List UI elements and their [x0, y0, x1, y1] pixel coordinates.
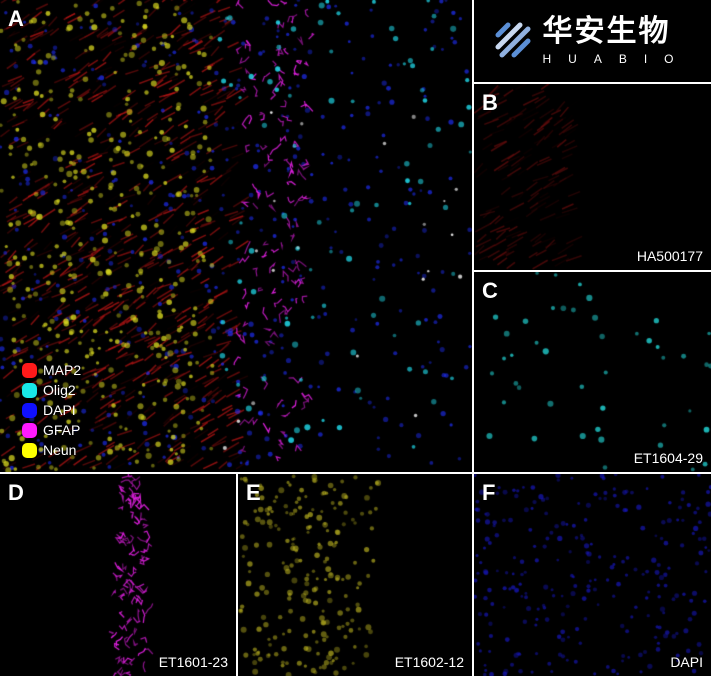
olig2-image: [474, 272, 711, 472]
swatch-icon: [22, 362, 37, 378]
huabio-logo: 华安生物 HUABIO: [474, 0, 711, 82]
panel-letter: F: [482, 480, 496, 505]
panel-a-merged-image: A MAP2 Olig2 DAPI GFAP Neun: [0, 0, 472, 472]
neun-image: [238, 474, 472, 676]
logo-english-text: HUABIO: [542, 52, 691, 66]
legend-item: Olig2: [22, 380, 81, 400]
legend-item: DAPI: [22, 400, 81, 420]
logo-stripes-icon: [495, 22, 531, 58]
channel-legend: MAP2 Olig2 DAPI GFAP Neun: [22, 360, 81, 460]
panel-letter: B: [482, 90, 498, 115]
antibody-label: ET1604-29: [633, 450, 703, 466]
legend-label: MAP2: [43, 362, 82, 378]
legend-label: DAPI: [43, 402, 76, 418]
swatch-icon: [22, 402, 37, 418]
swatch-icon: [22, 422, 37, 438]
logo-panel: 华安生物 HUABIO: [474, 0, 711, 82]
dapi-image: [474, 474, 711, 676]
antibody-label: DAPI: [670, 654, 703, 670]
legend-item: GFAP: [22, 420, 81, 440]
panel-letter: E: [246, 480, 261, 505]
legend-label: GFAP: [43, 422, 81, 438]
merged-fluorescence-image: [0, 0, 472, 472]
antibody-label: ET1602-12: [394, 654, 464, 670]
panel-letter: C: [482, 278, 498, 303]
legend-label: Neun: [43, 442, 77, 458]
swatch-icon: [22, 382, 37, 398]
logo-chinese-text: 华安生物: [542, 15, 671, 48]
panel-f-dapi: F DAPI: [474, 474, 711, 676]
panel-letter: D: [8, 480, 24, 505]
panel-d-gfap: D ET1601-23: [0, 474, 236, 676]
gfap-image: [0, 474, 236, 676]
legend-label: Olig2: [43, 382, 76, 398]
antibody-label: ET1601-23: [158, 654, 228, 670]
panel-letter: A: [8, 6, 24, 31]
legend-item: Neun: [22, 440, 81, 460]
panel-c-olig2: C ET1604-29: [474, 272, 711, 472]
panel-b-map2: B HA500177: [474, 84, 711, 270]
swatch-icon: [22, 442, 37, 458]
panel-e-neun: E ET1602-12: [238, 474, 472, 676]
antibody-label: HA500177: [636, 248, 703, 264]
map2-image: [474, 84, 711, 270]
legend-item: MAP2: [22, 360, 81, 380]
